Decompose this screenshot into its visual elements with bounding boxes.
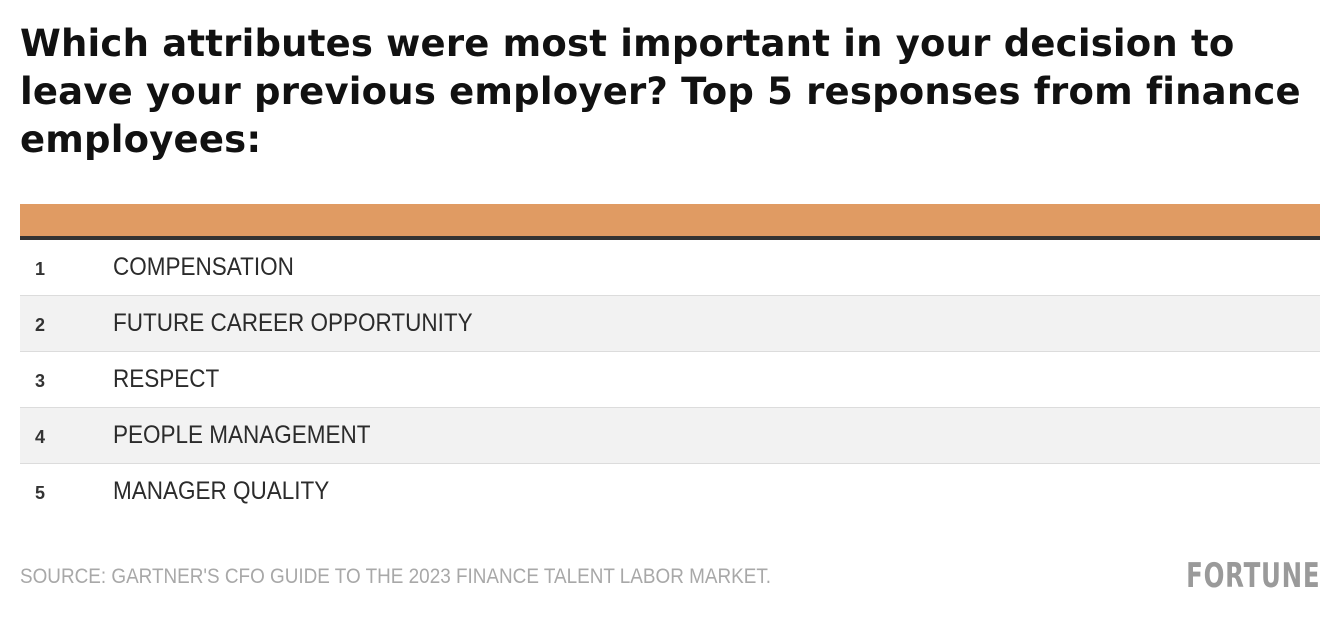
source-note: SOURCE: GARTNER'S CFO GUIDE TO THE 2023 … xyxy=(20,565,772,588)
table-header-bar xyxy=(20,204,1320,240)
table-row: 1 COMPENSATION xyxy=(20,240,1320,296)
attribute-label: FUTURE CAREER OPPORTUNITY xyxy=(113,309,473,337)
attribute-label: RESPECT xyxy=(113,365,220,393)
rank-number: 2 xyxy=(35,315,46,335)
rank-number: 5 xyxy=(35,483,46,503)
rank-number: 3 xyxy=(35,371,46,391)
attribute-label: COMPENSATION xyxy=(113,253,294,281)
rank-number: 4 xyxy=(35,427,46,447)
attribute-label: MANAGER QUALITY xyxy=(113,477,330,505)
table-row: 4 PEOPLE MANAGEMENT xyxy=(20,408,1320,464)
chart-title: Which attributes were most important in … xyxy=(20,22,1301,161)
table-row: 2 FUTURE CAREER OPPORTUNITY xyxy=(20,296,1320,352)
ranking-table: 1 COMPENSATION 2 FUTURE CAREER OPPORTUNI… xyxy=(20,204,1320,519)
table-row: 5 MANAGER QUALITY xyxy=(20,464,1320,519)
attribute-label: PEOPLE MANAGEMENT xyxy=(113,421,371,449)
table-row: 3 RESPECT xyxy=(20,352,1320,408)
rank-number: 1 xyxy=(35,259,46,279)
fortune-logo: FORTUNE xyxy=(1185,556,1320,596)
